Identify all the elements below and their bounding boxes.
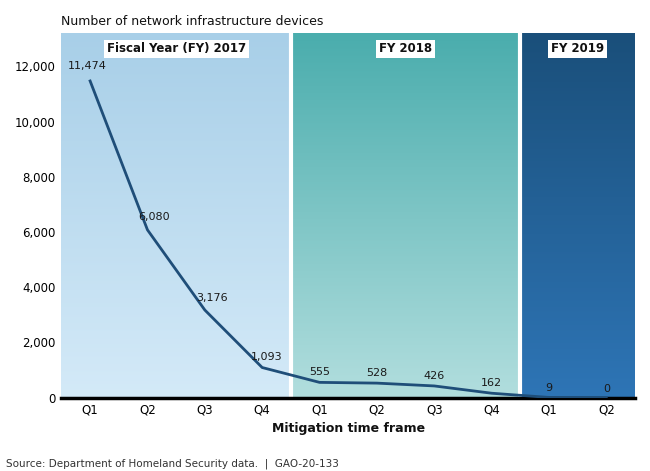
Text: Fiscal Year (FY) 2017: Fiscal Year (FY) 2017 bbox=[107, 42, 246, 56]
Text: 3,176: 3,176 bbox=[196, 293, 228, 303]
Text: Source: Department of Homeland Security data.  |  GAO-20-133: Source: Department of Homeland Security … bbox=[6, 458, 339, 469]
Text: FY 2019: FY 2019 bbox=[551, 42, 604, 56]
Text: 9: 9 bbox=[545, 383, 552, 393]
Text: 0: 0 bbox=[603, 383, 610, 394]
Text: Number of network infrastructure devices: Number of network infrastructure devices bbox=[62, 15, 324, 28]
Text: 555: 555 bbox=[309, 367, 330, 377]
Text: 11,474: 11,474 bbox=[68, 61, 107, 71]
Text: 426: 426 bbox=[424, 371, 445, 381]
Text: FY 2018: FY 2018 bbox=[379, 42, 432, 56]
Text: 6,080: 6,080 bbox=[138, 212, 170, 222]
X-axis label: Mitigation time frame: Mitigation time frame bbox=[272, 422, 425, 435]
Text: 1,093: 1,093 bbox=[251, 352, 283, 362]
Text: 528: 528 bbox=[366, 368, 387, 378]
Text: 162: 162 bbox=[481, 378, 502, 388]
